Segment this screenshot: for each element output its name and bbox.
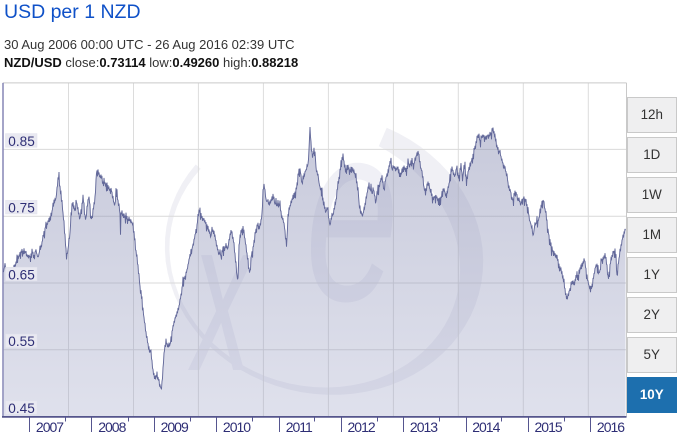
svg-text:2016: 2016 bbox=[597, 419, 625, 435]
svg-text:2013: 2013 bbox=[410, 419, 438, 435]
svg-text:2011: 2011 bbox=[286, 419, 313, 435]
svg-text:2010: 2010 bbox=[223, 419, 251, 435]
svg-text:0.45: 0.45 bbox=[8, 401, 34, 416]
svg-text:0.75: 0.75 bbox=[8, 201, 34, 216]
svg-text:2007: 2007 bbox=[36, 419, 64, 435]
svg-text:2009: 2009 bbox=[161, 419, 189, 435]
svg-text:2008: 2008 bbox=[98, 419, 126, 435]
svg-text:2012: 2012 bbox=[348, 419, 376, 435]
svg-text:2015: 2015 bbox=[535, 419, 563, 435]
svg-text:0.55: 0.55 bbox=[8, 334, 34, 349]
svg-text:0.85: 0.85 bbox=[8, 134, 34, 149]
svg-text:2014: 2014 bbox=[472, 419, 500, 435]
svg-text:0.65: 0.65 bbox=[8, 267, 34, 282]
